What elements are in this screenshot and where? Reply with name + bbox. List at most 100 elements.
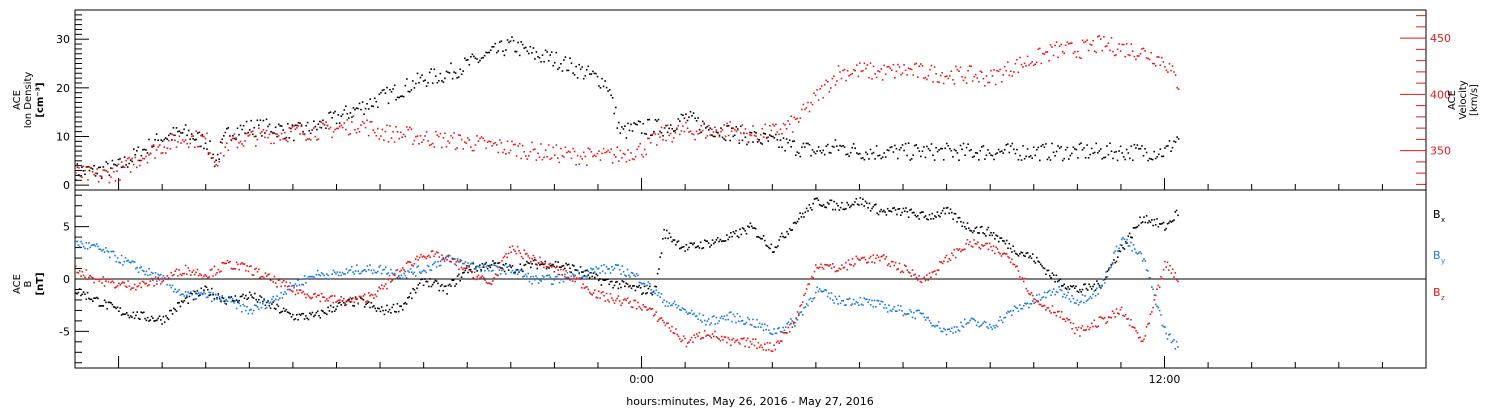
by-point	[550, 283, 553, 286]
velocity-point	[322, 122, 324, 125]
bx-point	[1059, 278, 1062, 280]
bz-point	[187, 267, 189, 269]
bz-point	[1064, 320, 1067, 323]
bx-point	[1066, 288, 1068, 290]
bz-point	[237, 263, 239, 266]
bx-point	[548, 267, 550, 269]
bz-point	[77, 272, 80, 274]
density-point	[134, 154, 137, 156]
velocity-point	[712, 131, 715, 133]
by-point	[741, 319, 744, 322]
bx-point	[731, 235, 733, 238]
bx-point	[550, 264, 553, 267]
by-point	[523, 275, 525, 277]
bx-point	[884, 211, 886, 213]
bx-point	[682, 245, 685, 248]
bx-point	[224, 300, 226, 302]
density-point	[1020, 159, 1023, 161]
by-point	[166, 283, 169, 286]
by-point	[224, 302, 226, 304]
by-point	[426, 264, 429, 267]
bz-point	[327, 300, 329, 302]
bz-point	[666, 322, 668, 325]
density-point	[413, 87, 416, 89]
bz-point	[642, 303, 644, 306]
density-point	[186, 134, 188, 137]
velocity-point	[125, 159, 127, 162]
by-point	[894, 310, 897, 312]
density-point	[258, 124, 260, 126]
velocity-point	[904, 69, 907, 72]
by-point	[360, 272, 362, 275]
bx-point	[1158, 223, 1161, 225]
density-point	[974, 152, 977, 154]
density-point	[1043, 146, 1046, 148]
density-point	[1115, 150, 1117, 153]
bx-point	[1156, 218, 1158, 220]
bz-point	[584, 286, 587, 289]
by-point	[966, 322, 969, 324]
velocity-point	[689, 130, 692, 132]
bx-point	[286, 311, 289, 313]
bz-point	[826, 264, 829, 266]
bx-point	[379, 310, 382, 313]
by-point	[409, 268, 412, 270]
bx-point	[418, 282, 421, 284]
density-point	[862, 157, 864, 159]
bz-point	[876, 254, 878, 257]
by-point	[1102, 278, 1105, 281]
velocity-point	[775, 123, 777, 126]
bz-point	[643, 306, 646, 308]
bz-point	[659, 317, 661, 320]
by-point	[348, 269, 350, 272]
bz-point	[1016, 265, 1018, 267]
velocity-point	[175, 146, 178, 148]
by-point	[1153, 294, 1156, 296]
bz-point	[1106, 321, 1109, 323]
by-point	[207, 296, 209, 298]
velocity-point	[852, 68, 855, 71]
bz-point	[754, 338, 757, 340]
velocity-point	[819, 88, 821, 90]
density-point	[345, 105, 347, 107]
bx-point	[78, 288, 81, 290]
by-point	[838, 295, 841, 298]
by-point	[1013, 305, 1016, 308]
bx-point	[886, 207, 889, 210]
density-point	[881, 156, 884, 158]
velocity-point	[383, 139, 385, 141]
bz-point	[145, 282, 148, 285]
bx-point	[596, 274, 599, 277]
by-point	[719, 317, 722, 319]
velocity-point	[1097, 35, 1099, 38]
bz-point	[943, 260, 945, 263]
density-point	[348, 117, 350, 119]
velocity-point	[201, 135, 204, 138]
density-point	[845, 153, 847, 156]
bx-point	[158, 315, 161, 317]
by-point	[692, 313, 694, 316]
bz-point	[501, 260, 503, 262]
velocity-point	[1147, 57, 1149, 60]
density-point	[521, 43, 524, 46]
by-point	[897, 304, 899, 307]
density-point	[705, 127, 707, 129]
by-point	[880, 300, 882, 303]
by-point	[1049, 289, 1051, 292]
bz-point	[603, 294, 605, 297]
by-point	[1034, 298, 1037, 301]
by-point	[139, 267, 141, 269]
density-point	[491, 46, 493, 48]
by-point	[686, 313, 689, 315]
bz-point	[1165, 266, 1167, 268]
velocity-point	[564, 146, 567, 149]
by-point	[135, 267, 137, 270]
velocity-point	[895, 70, 898, 73]
bz-point	[569, 271, 571, 273]
bz-point	[537, 262, 540, 264]
bx-point	[320, 309, 323, 312]
by-point	[605, 265, 608, 268]
bz-point	[531, 257, 533, 260]
bx-point	[744, 230, 746, 232]
density-point	[421, 74, 423, 76]
